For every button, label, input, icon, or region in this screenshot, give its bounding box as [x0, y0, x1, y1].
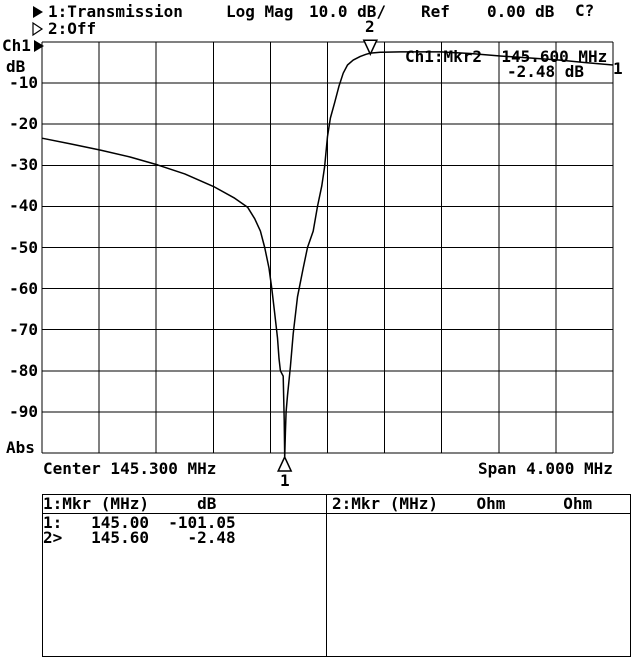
- marker1-label: 1: [280, 471, 290, 490]
- channel-arrow-icon: [34, 40, 44, 52]
- table-row: 2> 145.60 -2.48: [43, 528, 236, 547]
- y-tick-label: -70: [9, 319, 38, 339]
- y-tick-label: -20: [9, 114, 38, 134]
- trace1-annotation: 1:Transmission: [48, 2, 183, 21]
- marker-table: 1:Mkr (MHz) dB 2:Mkr (MHz) Ohm Ohm 1: 14…: [0, 494, 640, 659]
- y-tick-label: -10: [9, 73, 38, 93]
- marker2-triangle-icon: [362, 39, 379, 56]
- ref-value: 0.00 dB: [487, 2, 555, 21]
- table-header-underline: [42, 513, 630, 514]
- y-tick-label: -40: [9, 196, 38, 216]
- marker2-label: 2: [365, 17, 375, 36]
- trace-line: [41, 51, 614, 459]
- table-header-left: 1:Mkr (MHz) dB: [43, 494, 217, 513]
- center-frequency-label: Center 145.300 MHz: [43, 459, 217, 478]
- unit-label: dB: [6, 57, 26, 76]
- cal-status: C?: [575, 1, 595, 20]
- graticule: [41, 41, 614, 454]
- table-divider: [326, 494, 327, 657]
- scale-label: 10.0 dB/: [309, 2, 387, 21]
- table-row: 1: 145.00 -101.05: [43, 513, 236, 532]
- trace2-annotation: 2:Off: [48, 19, 97, 38]
- format-label: Log Mag: [226, 2, 294, 21]
- y-tick-label: -60: [9, 278, 38, 298]
- inactive-trace2-arrow-icon: [32, 21, 44, 37]
- marker-readout-value: -2.48 dB: [507, 62, 585, 81]
- y-tick-label: -90: [9, 401, 38, 421]
- trace-end-label: 1: [613, 59, 623, 78]
- active-trace1-arrow-icon: [33, 6, 43, 18]
- y-tick-label: -80: [9, 360, 38, 380]
- marker1-triangle-icon: [276, 455, 293, 472]
- marker-readout-freq: Ch1:Mkr2 145.600 MHz: [405, 47, 608, 66]
- table-header-right: 2:Mkr (MHz) Ohm Ohm: [332, 494, 593, 513]
- span-label: Span 4.000 MHz: [478, 459, 613, 478]
- channel-label: Ch1: [2, 36, 31, 55]
- y-tick-label: -50: [9, 237, 38, 257]
- abs-mode-label: Abs: [6, 438, 35, 457]
- ref-label: Ref: [421, 2, 450, 21]
- y-tick-label: -30: [9, 155, 38, 175]
